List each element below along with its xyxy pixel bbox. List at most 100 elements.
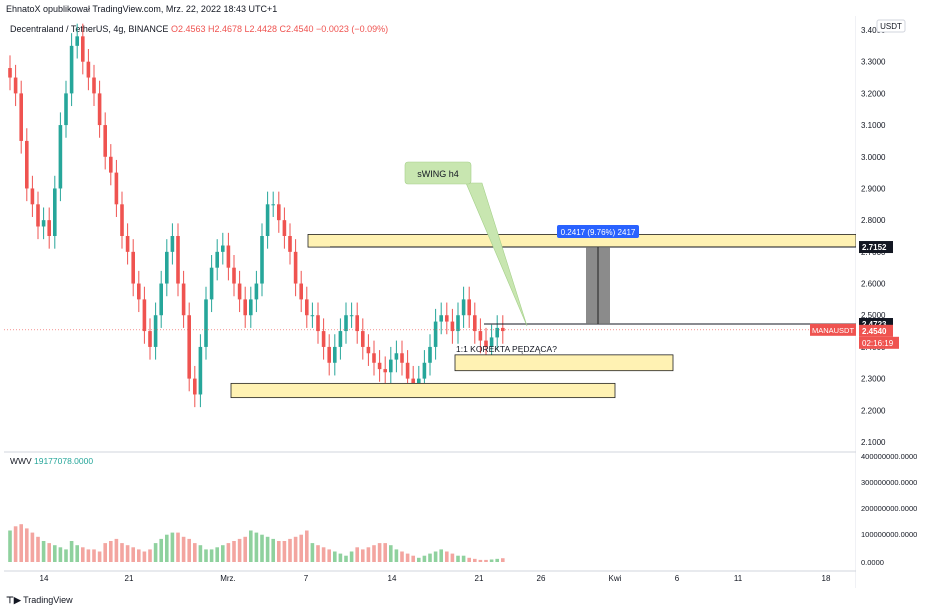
symbol-name[interactable]: Decentraland / TetherUS, 4g, BINANCE [10, 24, 169, 34]
volume-bar [58, 547, 63, 562]
volume-bar [389, 545, 393, 562]
candle-body [293, 251, 298, 284]
countdown: 02:16:19 [862, 339, 894, 348]
time-tick: 14 [40, 574, 49, 583]
callout-pointer [465, 182, 528, 327]
volume-bar [153, 543, 158, 562]
time-tick: 18 [822, 574, 831, 583]
candle-body [450, 321, 455, 332]
currency-badge [876, 19, 906, 33]
candle-body [489, 337, 494, 347]
volume-bar [114, 538, 119, 562]
time-tick: 7 [304, 574, 309, 583]
symbol-tag-bg [810, 323, 856, 336]
callout-box [404, 161, 472, 185]
candle-body [75, 36, 79, 46]
candle-body [232, 267, 236, 284]
volume-bar [232, 541, 236, 562]
volume-tick: 400000000.0000 [861, 452, 917, 461]
price-tick: 2.2000 [861, 406, 886, 415]
volume-bar [86, 549, 91, 562]
candle-body [36, 204, 40, 227]
candle-body [25, 140, 29, 189]
volume-bar [422, 555, 427, 562]
volume-bar [226, 543, 231, 562]
volume-bar [221, 545, 225, 562]
candle-body [109, 156, 113, 173]
candle-body [215, 251, 219, 268]
candle-body [47, 220, 51, 236]
volume-bar [142, 551, 147, 562]
candle-body [338, 331, 343, 347]
candle-body [198, 346, 203, 395]
volume-bar [327, 549, 331, 562]
volume-bar [47, 543, 51, 562]
volume-bar [176, 532, 180, 562]
volume-bar [321, 547, 326, 562]
volume-bar [204, 549, 208, 562]
volume-bar [400, 551, 404, 562]
candle-body [495, 327, 499, 338]
time-tick: 26 [537, 574, 546, 583]
candle-body [103, 125, 107, 157]
candle-body [422, 362, 427, 379]
price-axis[interactable]: 3.4000 3.3000 3.2000 3.1000 3.0000 2.9000 2.80… [857, 16, 934, 588]
volume-bar [254, 532, 259, 562]
candle-body [394, 353, 399, 360]
chart-canvas[interactable]: 0.2417 (9.76%) 2417 sWING h4 1:1 KOREKTA P… [4, 16, 856, 588]
time-tick: Mrz. [220, 574, 236, 583]
volume-value: 19177078.0000 [34, 456, 93, 466]
price-tick: 2.5000 [861, 311, 886, 320]
volume-bar [473, 558, 477, 562]
candle-body [349, 315, 354, 317]
candle-body [120, 204, 124, 236]
candle-body [305, 299, 309, 316]
volume-bar [271, 538, 275, 562]
candle-body [86, 61, 91, 78]
candle-body [137, 283, 141, 300]
volume-title: WWV [10, 456, 32, 466]
volume-bar [288, 538, 292, 562]
candle-body [473, 315, 477, 332]
volume-bar [53, 545, 57, 562]
candle-body [439, 315, 443, 322]
candle-body [53, 188, 57, 236]
candle-body [417, 378, 421, 385]
candle-body [64, 93, 68, 126]
candle-body [181, 283, 186, 316]
volume-bar [265, 536, 270, 562]
candle-body [226, 245, 231, 268]
candle-body [411, 378, 415, 385]
candle-body [277, 204, 281, 221]
measure-label-bg [557, 225, 639, 239]
time-tick: Kwi [609, 574, 622, 583]
price-tick: 3.1000 [861, 121, 886, 130]
volume-bar [36, 536, 40, 562]
volume-bar [411, 555, 415, 562]
candle-body [271, 204, 275, 206]
ohlc-values: O2.4563 H2.4678 L2.4428 C2.4540 −0.0023 … [170, 24, 389, 34]
candle-body [344, 315, 348, 332]
candle-body [209, 267, 214, 300]
candle-body [221, 245, 225, 252]
resistance-price-tag: 2.7152 [862, 243, 887, 252]
volume-tick: 300000000.0000 [861, 478, 917, 487]
last-price-tag-bg [859, 324, 893, 337]
candle-body [389, 359, 393, 373]
price-tick: 3.4000 [861, 26, 886, 35]
candle-body [372, 353, 376, 363]
volume-tick: 0.0000 [861, 558, 884, 567]
volume-bar [215, 547, 219, 562]
callout-text: sWING h4 [417, 169, 459, 179]
price-tick: 3.0000 [861, 153, 886, 162]
tradingview-logo[interactable]: ⊤▶ TradingView [6, 595, 73, 606]
candle-body [321, 331, 326, 347]
correction-text: 1:1 KOREKTA PĘDZĄCA? [456, 344, 557, 354]
volume-bar [417, 557, 421, 562]
candle-body [445, 315, 449, 322]
candle-body [69, 45, 74, 94]
drawing-layer: 0.2417 (9.76%) 2417 sWING h4 1:1 KOREKTA P… [4, 161, 856, 583]
candle-body [299, 283, 303, 300]
candle-body [204, 299, 208, 347]
volume-bar [159, 538, 163, 562]
